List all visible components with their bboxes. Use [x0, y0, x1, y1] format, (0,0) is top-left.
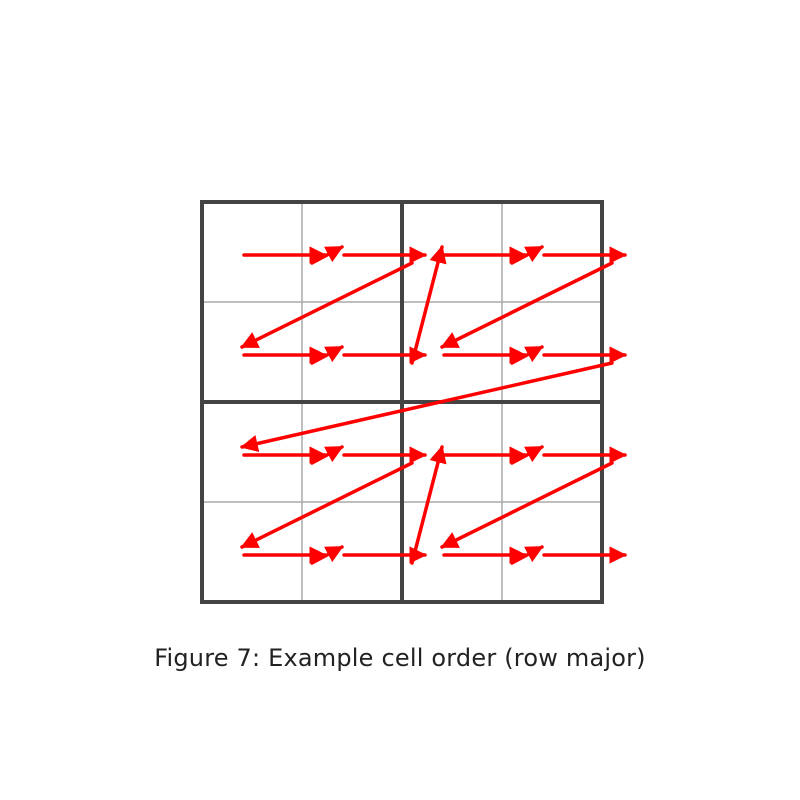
transition-arrow	[410, 445, 447, 565]
traversal-arrows	[240, 245, 627, 565]
transition-arrow	[440, 461, 614, 549]
transition-arrow	[510, 345, 544, 365]
transition-arrow	[510, 445, 544, 465]
transition-arrow	[440, 261, 614, 349]
transition-arrow	[310, 445, 344, 465]
transition-arrow	[310, 545, 344, 565]
transition-arrow	[310, 245, 344, 265]
transition-arrow	[510, 245, 544, 265]
transition-arrow	[240, 461, 414, 549]
transition-arrow	[510, 545, 544, 565]
transition-arrow	[240, 361, 614, 453]
transition-arrow	[240, 261, 414, 349]
transition-arrow	[410, 245, 447, 365]
transition-arrow	[310, 345, 344, 365]
figure-caption: Figure 7: Example cell order (row major)	[154, 644, 646, 672]
block-grid-lines	[200, 200, 604, 604]
